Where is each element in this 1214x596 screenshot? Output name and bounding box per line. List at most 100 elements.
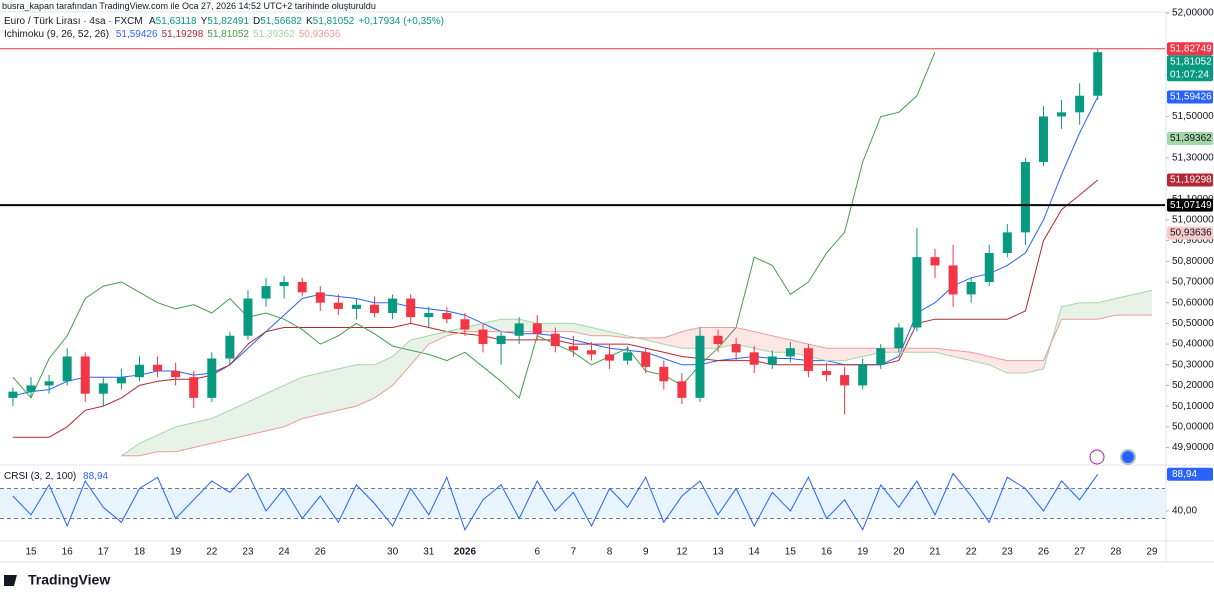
symbol-title: Euro / Türk Lirası · 4sa · FXCM [4,16,143,27]
candle-body [532,323,542,334]
y-tick-label: 50,80000 [1172,256,1214,267]
candle-body [586,350,596,355]
candle-body [26,385,36,392]
cloud-segment [1115,294,1134,316]
cloud-segment [428,331,447,345]
cloud-segment [139,435,158,456]
candle-body [1002,232,1012,254]
candle-body [514,323,524,336]
price-badge-label: 51,82749 [1170,43,1212,54]
y-tick-label: 51,50000 [1172,111,1214,122]
y-tick-label: 50,60000 [1172,297,1214,308]
cloud-segment [591,327,610,336]
cloud-segment [916,348,935,353]
y-tick-label: 50,30000 [1172,359,1214,370]
price-badge-label: 50,93636 [1170,228,1212,239]
candle-body [695,335,705,398]
price-badge [1167,226,1213,240]
x-tick-label: 6 [534,547,540,558]
x-tick-label: 27 [1074,547,1086,558]
logo-text: TradingView [28,572,110,588]
price-badge [1167,198,1213,212]
candle-body [912,257,922,328]
x-tick-label: 14 [749,547,761,558]
price-badge-label: 51,59426 [1170,92,1212,103]
cloud-segment [1079,302,1098,320]
cloud-segment [501,319,520,332]
crsi-legend: CRSI (3, 2, 100) 88,94 [4,471,112,482]
candle-body [442,313,452,320]
candle-body [315,292,325,303]
price-badge [1167,90,1213,104]
candle-body [876,348,886,365]
x-tick-label: 2026 [454,547,477,558]
alert-icon[interactable] [1089,449,1105,465]
x-tick-label: 13 [712,547,724,558]
y-tick-label: 51,00000 [1172,215,1214,226]
cloud-segment [645,337,664,345]
x-tick-label: 26 [1038,547,1050,558]
price-badge [1167,42,1213,56]
candle-body [134,364,144,378]
change-value: +0,17934 (+0,35%) [358,16,444,27]
cloud-segment [392,339,411,386]
price-badge-label: 51,07149 [1170,200,1212,211]
candle-body [153,364,163,371]
cloud-segment [681,327,700,349]
cloud-segment [175,422,194,452]
x-tick-label: 16 [62,547,74,558]
candle-body [80,356,90,394]
y-tick-label: 50,20000 [1172,380,1214,391]
candle-body [894,327,904,349]
crsi-band [0,488,1165,519]
x-tick-label: 16 [821,547,833,558]
candle-body [568,346,578,351]
x-tick-label: 7 [571,547,577,558]
candle-body [822,370,832,376]
candle-body [767,356,777,365]
cloud-segment [953,350,972,361]
cloud-segment [989,356,1008,374]
cloud-segment [1061,302,1080,320]
ohlc-key: D [253,16,261,27]
cloud-segment [338,364,357,411]
cloud-segment [844,348,863,361]
indicator-value: 51,19298 [161,29,204,40]
cloud-segment [880,348,899,353]
candle-body [243,298,253,336]
candle-body [713,335,723,345]
candle-body [424,313,434,318]
x-tick-label: 22 [206,547,218,558]
candle-body [351,304,361,309]
indicator-name: Ichimoku (9, 26, 52, 26) [4,29,110,40]
cloud-segment [663,331,682,349]
cloud-segment [193,418,212,448]
settings-icon[interactable] [1120,449,1136,465]
cloud-segment [808,344,827,361]
x-tick-label: 23 [242,547,254,558]
y-tick-label: 49,90000 [1172,442,1214,453]
x-tick-label: 30 [387,547,399,558]
x-tick-label: 9 [643,547,649,558]
x-tick-label: 23 [1002,547,1014,558]
cloud-segment [699,327,719,349]
cloud-segment [266,385,285,431]
indicator-value: 50,93636 [298,29,341,40]
indicator-name: CRSI (3, 2, 100) [4,471,77,482]
candle-body [659,366,669,382]
candle-body [1020,161,1030,233]
ohlc-value: 51,81052 [312,16,355,27]
x-tick-label: 28 [1110,547,1122,558]
candle-body [550,333,560,347]
candle-body [623,352,633,361]
y-tick-label: 52,00000 [1172,8,1214,19]
y-tick-label: 50,90000 [1172,235,1214,246]
cloud-segment [446,327,465,336]
candle-body [44,381,54,386]
candle-body [261,286,271,299]
cloud-segment [555,323,574,332]
cloud-segment [790,339,809,357]
ichimoku-line [121,314,1152,457]
candle-body [930,257,940,266]
